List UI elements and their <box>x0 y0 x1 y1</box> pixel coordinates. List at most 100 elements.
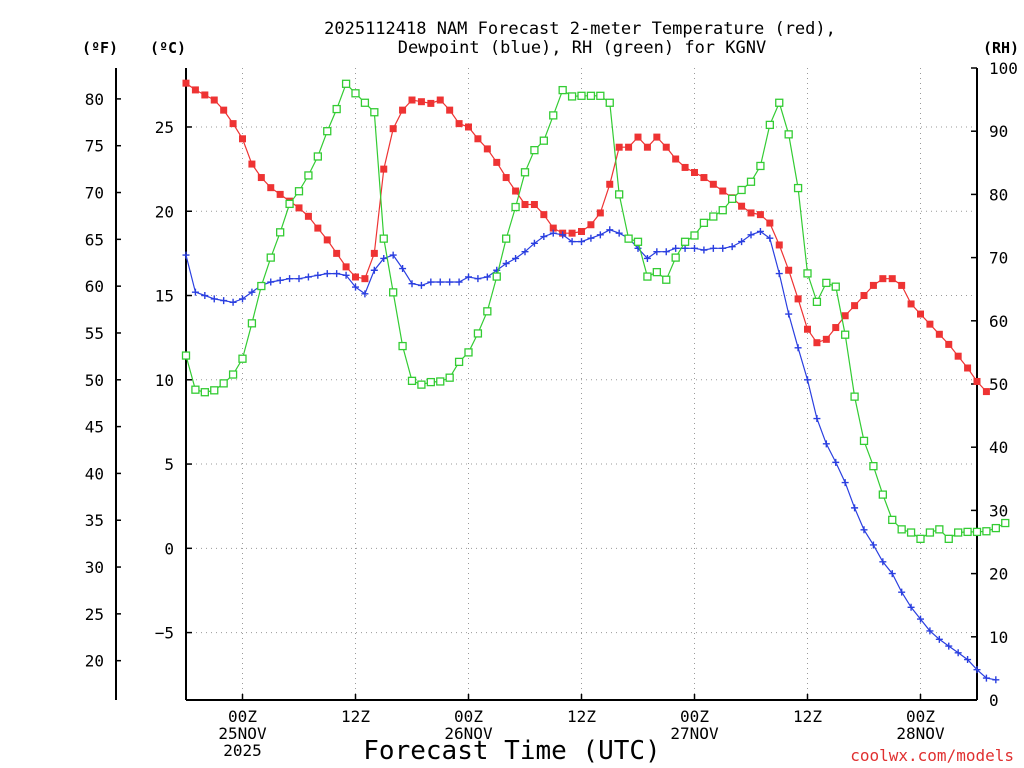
temperature-point <box>427 99 435 107</box>
rh-point <box>577 91 586 100</box>
rh-point <box>502 234 511 243</box>
temperature-point <box>785 266 793 274</box>
rh-point <box>323 127 332 136</box>
rh-point <box>812 297 822 306</box>
dewpoint-point <box>917 615 924 623</box>
temperature-point <box>738 202 746 210</box>
rh-point <box>426 377 435 387</box>
celsius-tick-label: −5 <box>155 624 174 643</box>
temperature-point <box>361 275 369 283</box>
temperature-point <box>766 219 774 227</box>
rh-point <box>379 234 388 243</box>
time-tick-label: 00Z <box>680 707 709 726</box>
rh-point <box>784 130 793 139</box>
rh-point <box>407 376 417 385</box>
dewpoint-point <box>380 254 388 262</box>
dewpoint-point <box>700 246 708 254</box>
rh-point <box>916 534 925 543</box>
dewpoint-point <box>568 238 576 246</box>
temperature-point <box>248 160 256 168</box>
temperature-point <box>888 275 896 283</box>
date-tick-label: 27NOV <box>670 724 719 743</box>
temperature-point <box>549 224 557 232</box>
dewpoint-point <box>427 278 435 286</box>
dewpoint-point <box>276 276 284 284</box>
dewpoint-point <box>860 526 868 534</box>
rh-point <box>633 237 643 246</box>
rh-line <box>185 82 1006 540</box>
rh-point <box>389 288 398 297</box>
temperature-point <box>502 174 510 182</box>
rh-tick-label: 100 <box>989 59 1018 78</box>
temperature-point <box>907 300 915 308</box>
dewpoint-point <box>229 298 237 306</box>
temperature-point <box>841 312 849 320</box>
dewpoint-point <box>738 238 746 246</box>
dewpoint-point <box>239 295 246 303</box>
rh-point <box>238 354 247 363</box>
temperature-point <box>898 281 906 289</box>
temperature-point <box>756 211 764 219</box>
rh-point <box>191 385 200 394</box>
temperature-point <box>314 224 322 232</box>
dewpoint-point <box>342 271 350 279</box>
fahrenheit-tick-label: 75 <box>85 137 104 156</box>
rh-point <box>596 91 605 100</box>
rh-point <box>511 202 520 212</box>
rh-point <box>841 330 850 339</box>
dewpoint-point <box>502 259 510 267</box>
dewpoint-point <box>898 588 906 596</box>
temperature-point <box>304 212 312 220</box>
dewpoint-point <box>304 273 312 281</box>
time-tick-label: 00Z <box>906 707 935 726</box>
rh-point <box>972 527 982 537</box>
chart-title-line-1: 2025112418 NAM Forecast 2-meter Temperat… <box>324 19 836 39</box>
rh-point <box>210 386 219 395</box>
rh-point <box>332 104 341 114</box>
rh-point <box>680 237 690 246</box>
temperature-point <box>804 325 811 333</box>
rh-point <box>737 185 746 195</box>
dewpoint-point <box>465 273 472 281</box>
dewpoint-point <box>691 244 698 252</box>
temperature-point <box>239 135 246 143</box>
fahrenheit-tick-label: 55 <box>85 324 104 343</box>
rh-point <box>445 373 454 382</box>
rh-point <box>276 228 285 237</box>
dewpoint-point <box>888 570 896 578</box>
rh-point <box>1001 518 1010 528</box>
dewpoint-point <box>964 656 972 664</box>
rh-point <box>219 379 228 388</box>
dewpoint-point <box>446 278 454 286</box>
celsius-tick-label: 0 <box>164 539 174 558</box>
rh-point <box>530 146 539 155</box>
temperature-point <box>935 330 943 338</box>
rh-point <box>643 272 652 281</box>
rh-point <box>200 388 209 397</box>
dewpoint-point <box>314 271 322 279</box>
temperature-point <box>643 143 651 151</box>
rh-point <box>483 307 492 316</box>
temperature-point <box>446 106 454 114</box>
celsius-unit-label: (ºC) <box>150 39 186 57</box>
temperature-point <box>210 96 218 104</box>
rh-point <box>746 177 756 186</box>
rh-tick-label: 90 <box>989 122 1008 141</box>
rh-point <box>690 231 699 240</box>
temperature-point <box>860 292 868 300</box>
fahrenheit-tick-label: 40 <box>85 464 104 483</box>
dewpoint-point <box>559 231 567 239</box>
temperature-point <box>625 143 633 151</box>
rh-point <box>728 194 737 203</box>
rh-point <box>247 319 257 328</box>
rh-point <box>963 527 972 537</box>
temperature-point <box>323 236 331 244</box>
rh-tick-label: 60 <box>989 312 1008 331</box>
dewpoint-point <box>672 244 680 252</box>
rh-tick-label: 50 <box>989 375 1008 394</box>
celsius-tick-label: 20 <box>155 202 174 221</box>
dewpoint-point <box>756 227 764 235</box>
temperature-point <box>700 174 708 182</box>
source-credit: coolwx.com/models <box>850 746 1014 765</box>
dewpoint-point <box>954 649 962 657</box>
